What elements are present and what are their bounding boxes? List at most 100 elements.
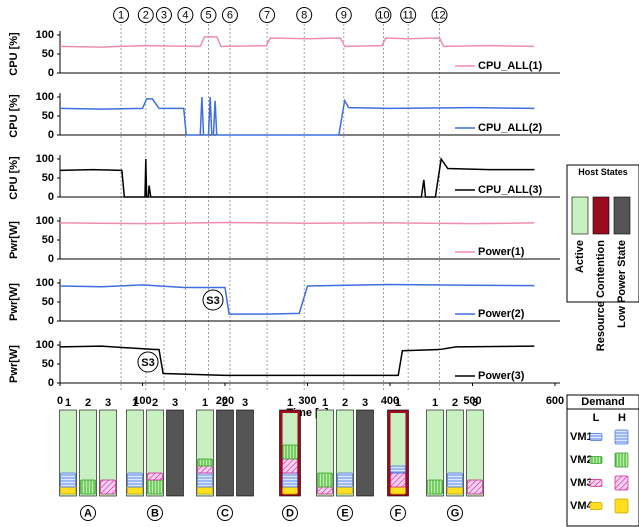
series-line [59, 345, 535, 377]
event-label: 12 [433, 9, 445, 21]
scenario-label: E [341, 507, 348, 519]
annotation: S3 [206, 295, 219, 307]
vm-block [447, 486, 463, 495]
vm-block [589, 433, 603, 441]
vm-block [282, 458, 298, 474]
event-circle [259, 7, 276, 23]
x-tick-label: 100 [133, 395, 151, 407]
host-state-swatch [592, 196, 610, 235]
vm-block [282, 486, 298, 495]
scenario-circle [337, 505, 353, 521]
event-circle [200, 7, 217, 23]
legend-label: CPU_ALL(1) [478, 60, 543, 72]
y-tick-label: 0 [48, 377, 54, 389]
demand-title: Demand [581, 396, 624, 408]
event-label: 10 [377, 9, 389, 21]
demand-row: VM4 [570, 500, 594, 512]
vm-block [614, 475, 629, 491]
event-circle [155, 7, 172, 23]
host-label: 1 [202, 397, 208, 409]
vm-block [147, 479, 163, 495]
vm-block [282, 472, 298, 488]
scenario-label: F [395, 507, 402, 519]
event-label: 4 [182, 9, 188, 21]
vm-block [80, 479, 96, 495]
demand-row: VM2 [570, 454, 593, 466]
host-states-title: Host States [578, 167, 628, 177]
vm-block [197, 465, 213, 474]
host-label: 1 [65, 397, 71, 409]
event-label: 1 [118, 9, 124, 21]
vm-block [127, 486, 143, 495]
vm-block [614, 498, 629, 514]
vm-block [589, 502, 603, 510]
host [166, 409, 184, 497]
y-tick-label: 0 [48, 129, 54, 141]
host-label: 3 [242, 397, 248, 409]
y-tick-label: 0 [48, 191, 54, 203]
host-label: 1 [432, 397, 438, 409]
event-circle [431, 7, 448, 23]
vm-block [60, 472, 76, 488]
event-label: 2 [143, 9, 149, 21]
annotation: S3 [141, 357, 154, 369]
vm-block [390, 465, 406, 474]
y-tick-label: 100 [36, 153, 54, 165]
y-tick-label: 50 [42, 110, 54, 122]
y-axis-label: CPU [%] [8, 94, 20, 138]
legend-label: CPU_ALL(3) [478, 184, 543, 196]
host-label: 2 [222, 397, 228, 409]
series-line [59, 283, 535, 315]
y-tick-label: 0 [48, 67, 54, 79]
legend-label: Power(1) [478, 246, 525, 258]
series-line [59, 36, 535, 48]
host [79, 409, 97, 497]
event-circle [137, 7, 154, 23]
vm-block [317, 472, 333, 488]
series-line [59, 221, 535, 225]
host-label: 3 [472, 397, 478, 409]
y-axis-label: CPU [%] [8, 156, 20, 200]
vm-block [589, 456, 603, 464]
x-tick-label: 600 [546, 395, 564, 407]
host [236, 409, 254, 497]
host-label: 3 [172, 397, 178, 409]
scenario-circle [447, 505, 463, 521]
x-tick-label: 500 [463, 395, 481, 407]
demand-row: VM3 [570, 477, 593, 489]
host-state-label: Low Power State [616, 240, 628, 328]
event-circle [335, 7, 352, 23]
scenario-label: D [286, 507, 294, 519]
vm-block [197, 472, 213, 488]
event-circle [177, 7, 194, 23]
annotation-circle [137, 351, 159, 373]
series-line [59, 157, 535, 198]
y-axis-label: Pwr[W] [8, 221, 20, 259]
vm-block [282, 444, 298, 460]
event-circle [296, 7, 313, 23]
y-tick-label: 100 [36, 91, 54, 103]
vm-block [427, 479, 443, 495]
x-tick-label: 300 [298, 395, 316, 407]
vm-block [614, 452, 629, 468]
vm-block [467, 479, 483, 495]
scenario-label: C [221, 507, 229, 519]
event-circle [400, 7, 417, 23]
event-label: 9 [341, 9, 347, 21]
scenario-circle [282, 505, 298, 521]
host-state-swatch [613, 196, 631, 235]
scenario-label: A [84, 507, 92, 519]
host [99, 409, 117, 497]
y-tick-label: 50 [42, 234, 54, 246]
vm-block [390, 486, 406, 495]
scenario-circle [217, 505, 233, 521]
vm-block [390, 472, 406, 488]
host [426, 409, 444, 497]
event-circle [113, 7, 130, 23]
vm-block [614, 429, 629, 445]
host-states-box [566, 164, 639, 303]
demand-box [566, 394, 639, 527]
host-label: 2 [342, 397, 348, 409]
host-label: 3 [362, 397, 368, 409]
